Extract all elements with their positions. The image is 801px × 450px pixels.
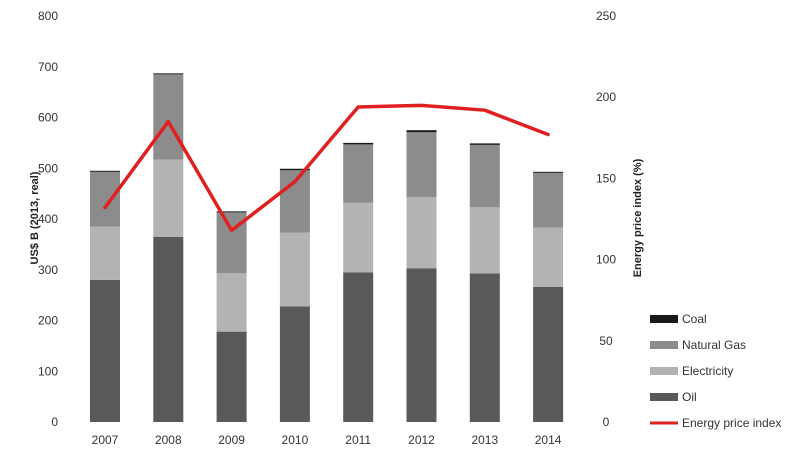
bar-coal-2013 (469, 143, 500, 145)
bar-coal-2012 (406, 130, 437, 133)
bar-electricity-2010 (279, 232, 310, 307)
bar-coal-2008 (153, 73, 184, 75)
bar-natural-gas-2014 (533, 172, 564, 228)
x-axis-tick-label: 2011 (345, 433, 371, 447)
legend-label-energy-price-index: Energy price index (682, 416, 781, 430)
bar-electricity-2009 (216, 273, 247, 332)
bar-coal-2014 (533, 171, 564, 173)
legend-swatch-oil (650, 393, 678, 401)
right-axis-tick-label: 50 (599, 334, 613, 348)
left-axis-tick-label: 500 (38, 161, 58, 175)
left-axis-tick-label: 600 (38, 111, 58, 125)
bar-coal-2009 (216, 211, 247, 213)
right-axis-tick-label: 250 (596, 9, 616, 23)
left-axis-ticks: 0 100 200 300 400 500 600 700 800 (38, 9, 58, 429)
legend-label-coal: Coal (682, 312, 707, 326)
legend-label-natural-gas: Natural Gas (682, 338, 746, 352)
bar-oil-2013 (469, 273, 500, 422)
legend-label-electricity: Electricity (682, 364, 733, 378)
legend-swatch-coal (650, 315, 678, 323)
x-axis-tick-label: 2013 (471, 433, 498, 447)
bar-oil-2014 (533, 287, 564, 422)
bar-oil-2007 (90, 279, 120, 422)
x-axis-tick-label: 2010 (282, 433, 309, 447)
bar-electricity-2012 (406, 197, 437, 269)
left-axis-tick-label: 100 (38, 364, 58, 378)
left-axis-tick-label: 800 (38, 9, 58, 23)
bar-natural-gas-2013 (469, 144, 500, 208)
energy-price-index-line (103, 103, 550, 233)
right-axis-title: Energy price index (%) (632, 158, 644, 277)
left-axis-title: US$ B (2013, real) (29, 171, 41, 264)
bar-oil-2010 (279, 306, 310, 422)
x-axis-tick-label: 2014 (535, 433, 562, 447)
legend-swatch-electricity (650, 367, 678, 375)
bar-natural-gas-2007 (90, 171, 120, 227)
bar-electricity-2013 (469, 207, 500, 274)
bar-oil-2012 (406, 268, 437, 422)
right-axis-ticks: 0 50 100 150 200 250 (596, 9, 616, 429)
bar-electricity-2007 (90, 226, 120, 280)
x-axis-tick-label: 2007 (92, 433, 119, 447)
bar-coal-2007 (90, 170, 120, 172)
bar-electricity-2014 (533, 227, 564, 288)
right-axis-tick-label: 200 (596, 90, 616, 104)
right-axis-tick-label: 0 (603, 415, 610, 429)
bar-coal-2010 (279, 168, 310, 171)
x-axis-ticks: 2007 2008 2009 2010 2011 2012 2013 2014 (92, 433, 562, 447)
left-axis-tick-label: 400 (38, 212, 58, 226)
x-axis-tick-label: 2012 (408, 433, 435, 447)
legend-label-oil: Oil (682, 390, 697, 404)
bar-natural-gas-2012 (406, 132, 437, 198)
left-axis-tick-label: 300 (38, 263, 58, 277)
bar-series-group (90, 73, 564, 422)
right-axis-tick-label: 100 (596, 253, 616, 267)
bar-oil-2008 (153, 236, 184, 422)
bar-coal-2011 (343, 142, 374, 145)
bar-oil-2009 (216, 331, 247, 422)
bar-oil-2011 (343, 272, 374, 422)
left-axis-tick-label: 200 (38, 314, 58, 328)
bar-electricity-2008 (153, 159, 184, 237)
legend: Coal Natural Gas Electricity Oil Energy pric… (650, 312, 781, 430)
left-axis-tick-label: 0 (51, 415, 58, 429)
bar-electricity-2011 (343, 202, 374, 273)
legend-swatch-natural-gas (650, 341, 678, 349)
x-axis-tick-label: 2008 (155, 433, 182, 447)
x-axis-tick-label: 2009 (218, 433, 245, 447)
bar-natural-gas-2008 (153, 74, 184, 160)
bar-natural-gas-2011 (343, 144, 374, 203)
left-axis-tick-label: 700 (38, 60, 58, 74)
right-axis-tick-label: 150 (596, 171, 616, 185)
